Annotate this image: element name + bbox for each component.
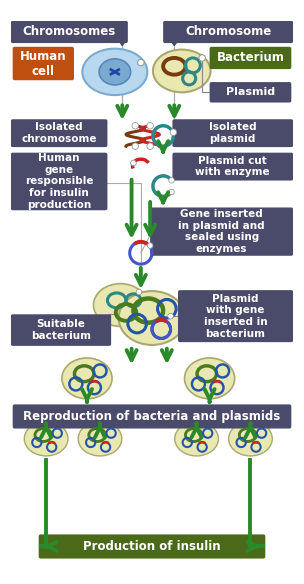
Polygon shape bbox=[171, 41, 178, 47]
FancyBboxPatch shape bbox=[11, 152, 107, 210]
Circle shape bbox=[138, 60, 144, 66]
Text: Reproduction of bacteria and plasmids: Reproduction of bacteria and plasmids bbox=[23, 410, 281, 423]
Ellipse shape bbox=[94, 284, 147, 326]
FancyBboxPatch shape bbox=[172, 119, 293, 147]
Text: Plasmid: Plasmid bbox=[226, 88, 275, 98]
FancyBboxPatch shape bbox=[11, 119, 107, 147]
Text: Production of insulin: Production of insulin bbox=[83, 540, 221, 553]
Ellipse shape bbox=[119, 291, 185, 345]
Text: Plasmid
with gene
inserted in
bacterium: Plasmid with gene inserted in bacterium bbox=[204, 294, 268, 339]
FancyBboxPatch shape bbox=[178, 290, 293, 342]
FancyBboxPatch shape bbox=[172, 152, 293, 180]
Ellipse shape bbox=[99, 59, 131, 85]
Text: Chromosome: Chromosome bbox=[185, 26, 271, 39]
Circle shape bbox=[169, 178, 174, 183]
Circle shape bbox=[147, 143, 154, 150]
FancyBboxPatch shape bbox=[209, 47, 291, 69]
Circle shape bbox=[147, 243, 153, 248]
Text: Isolated
plasmid: Isolated plasmid bbox=[209, 123, 257, 144]
Circle shape bbox=[168, 314, 173, 319]
FancyBboxPatch shape bbox=[150, 207, 293, 256]
Text: Chromosomes: Chromosomes bbox=[23, 26, 116, 39]
Text: Isolated
chromosome: Isolated chromosome bbox=[21, 123, 97, 144]
Text: Human
gene
responsible
for insulin
production: Human gene responsible for insulin produ… bbox=[25, 153, 93, 210]
Circle shape bbox=[131, 160, 136, 166]
Ellipse shape bbox=[185, 358, 235, 399]
FancyBboxPatch shape bbox=[209, 82, 291, 103]
Circle shape bbox=[136, 289, 142, 295]
Text: Suitable
bacterium: Suitable bacterium bbox=[31, 319, 91, 341]
Text: Bacterium: Bacterium bbox=[216, 51, 284, 64]
Circle shape bbox=[132, 143, 139, 150]
Ellipse shape bbox=[24, 422, 68, 456]
FancyBboxPatch shape bbox=[13, 404, 291, 429]
Circle shape bbox=[147, 123, 154, 129]
Circle shape bbox=[170, 129, 177, 135]
FancyBboxPatch shape bbox=[39, 534, 265, 558]
Ellipse shape bbox=[82, 48, 147, 95]
Circle shape bbox=[169, 189, 174, 195]
Ellipse shape bbox=[175, 422, 218, 456]
Ellipse shape bbox=[78, 422, 122, 456]
FancyBboxPatch shape bbox=[11, 21, 128, 43]
FancyBboxPatch shape bbox=[11, 314, 111, 346]
Text: Human
cell: Human cell bbox=[20, 50, 67, 78]
Circle shape bbox=[199, 55, 206, 61]
Text: Plasmid cut
with enzyme: Plasmid cut with enzyme bbox=[195, 156, 270, 178]
Ellipse shape bbox=[229, 422, 272, 456]
Ellipse shape bbox=[62, 358, 112, 399]
FancyBboxPatch shape bbox=[13, 47, 74, 80]
Ellipse shape bbox=[153, 50, 210, 92]
Text: Gene inserted
in plasmid and
sealed using
enzymes: Gene inserted in plasmid and sealed usin… bbox=[178, 209, 265, 254]
Circle shape bbox=[132, 123, 139, 129]
Polygon shape bbox=[119, 41, 126, 47]
FancyBboxPatch shape bbox=[163, 21, 293, 43]
